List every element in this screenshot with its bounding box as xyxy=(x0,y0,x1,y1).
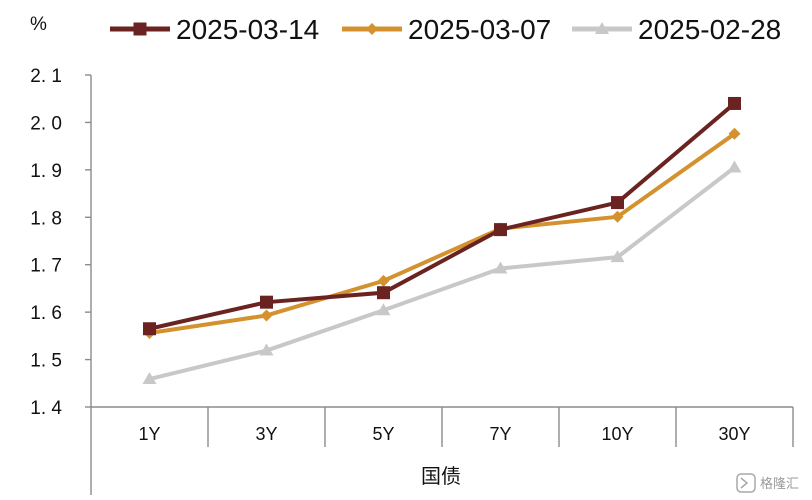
data-point xyxy=(493,261,508,274)
data-point xyxy=(260,295,273,309)
series-line xyxy=(149,101,736,331)
series-triangle xyxy=(142,160,742,385)
y-tick-label: 1. 4 xyxy=(30,398,62,419)
x-tick-label: 5Y xyxy=(372,424,394,444)
series-line xyxy=(149,165,736,381)
y-axis-ticks: 1. 4 1. 5 1. 6 1. 7 1. 8 1. 9 2. 0 2. 1 xyxy=(30,66,91,419)
legend-label: 2025-02-28 xyxy=(638,14,781,45)
watermark: 格隆汇 xyxy=(736,473,799,493)
data-point xyxy=(260,309,273,322)
y-tick-label: 1. 6 xyxy=(30,303,62,324)
data-point xyxy=(611,196,624,210)
data-point xyxy=(610,250,625,263)
legend-marker xyxy=(595,22,609,34)
data-point xyxy=(727,160,742,173)
data-point xyxy=(377,274,390,287)
legend: 2025-03-14 2025-03-07 2025-02-28 xyxy=(110,14,781,45)
gelonghui-logo-icon xyxy=(736,473,756,493)
data-point xyxy=(142,372,157,385)
legend-item: 2025-02-28 xyxy=(572,14,781,45)
x-axis-label: 国债 xyxy=(421,465,461,488)
x-tick-label: 3Y xyxy=(255,424,277,444)
y-tick-label: 2. 0 xyxy=(30,113,62,134)
legend-label: 2025-03-07 xyxy=(408,14,551,45)
y-tick-label: 1. 5 xyxy=(30,351,62,372)
axes xyxy=(90,75,794,495)
y-tick-label: 1. 9 xyxy=(30,161,62,182)
x-tick-label: 30Y xyxy=(718,424,750,444)
data-point xyxy=(611,210,624,223)
data-point xyxy=(259,343,274,356)
y-tick-label: 2. 1 xyxy=(30,66,62,87)
y-tick-label: 1. 8 xyxy=(30,208,62,229)
y-tick-label: 1. 7 xyxy=(30,256,62,277)
x-tick-label: 1Y xyxy=(138,424,160,444)
x-axis-ticks: 1Y 3Y 5Y 7Y 10Y 30Y xyxy=(138,424,750,444)
data-point xyxy=(376,303,391,316)
watermark-text: 格隆汇 xyxy=(760,476,799,491)
data-point xyxy=(377,286,390,300)
x-tick-label: 10Y xyxy=(601,424,633,444)
legend-marker xyxy=(133,22,147,36)
series-square xyxy=(143,96,741,336)
data-point xyxy=(728,96,741,110)
series-line xyxy=(149,132,736,335)
series-group xyxy=(142,96,742,385)
data-point xyxy=(728,127,741,140)
x-tick-label: 7Y xyxy=(489,424,511,444)
legend-marker xyxy=(366,23,378,35)
data-point xyxy=(143,322,156,336)
legend-item: 2025-03-07 xyxy=(342,14,551,45)
y-unit-label: % xyxy=(30,14,47,35)
legend-label: 2025-03-14 xyxy=(176,14,319,45)
data-point xyxy=(494,223,507,237)
legend-item: 2025-03-14 xyxy=(110,14,319,45)
